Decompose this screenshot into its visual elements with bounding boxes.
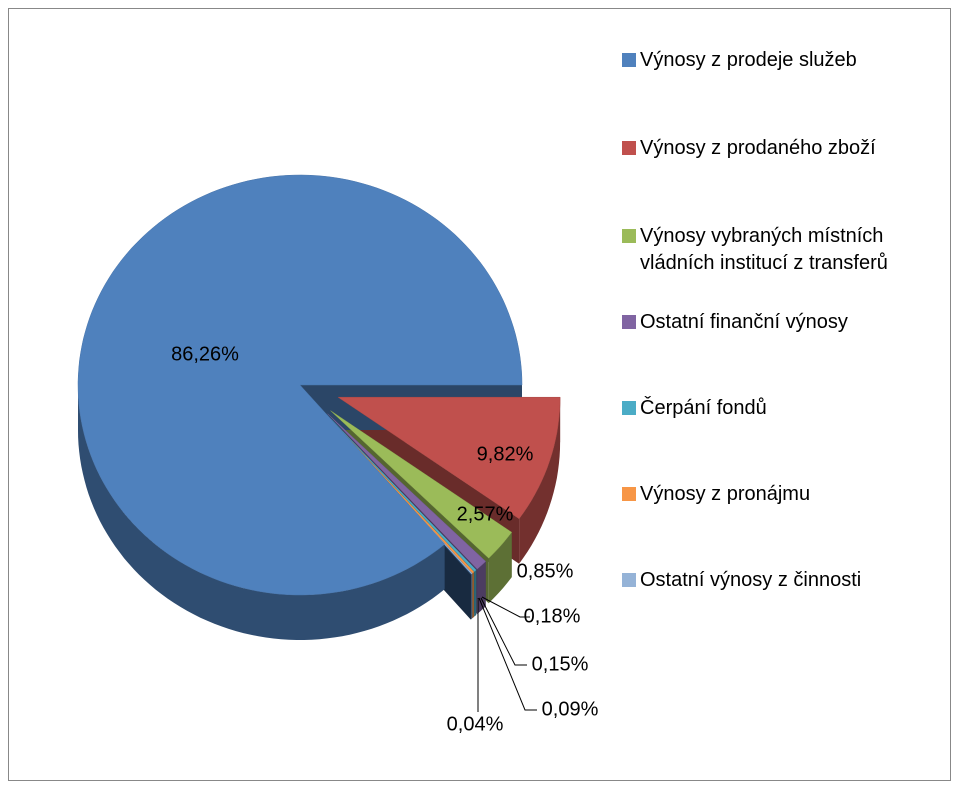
legend-label: Výnosy z prodaného zboží: [640, 137, 876, 159]
legend-marker: [622, 487, 636, 501]
legend-marker: [622, 141, 636, 155]
legend-entry: Ostatní výnosy z činnosti: [622, 567, 942, 594]
legend-label: Ostatní výnosy z činnosti: [640, 569, 862, 591]
slice-side: [474, 570, 477, 617]
data-label: 9,82%: [477, 443, 534, 465]
data-label: 0,85%: [517, 560, 574, 582]
slice: [327, 413, 487, 570]
legend-label: Čerpání fondů: [640, 397, 767, 419]
legend-entry: Výnosy z prodeje služeb: [622, 47, 942, 74]
leader-line: [480, 597, 527, 666]
legend-entry: Výnosy z prodaného zboží: [622, 135, 942, 162]
slice: [77, 174, 523, 596]
leader-line: [478, 597, 537, 711]
slice-side: [78, 385, 445, 640]
legend-marker: [622, 229, 636, 243]
legend-marker: [622, 315, 636, 329]
legend-label: Ostatní finanční výnosy: [640, 311, 848, 333]
slice: [326, 414, 477, 572]
data-label: 0,09%: [542, 698, 599, 720]
slice-side: [477, 561, 486, 615]
slice-side: [519, 397, 561, 564]
slice: [337, 396, 561, 520]
data-label: 0,18%: [524, 605, 581, 627]
legend-marker: [622, 401, 636, 415]
data-label: 0,04%: [447, 713, 504, 735]
data-label: 0,15%: [532, 653, 589, 675]
legend-entry: Čerpání fondů: [622, 395, 942, 422]
data-label: 86,26%: [171, 343, 239, 365]
leader-line: [481, 596, 530, 618]
legend-marker: [622, 573, 636, 587]
slice: [330, 410, 513, 559]
legend-marker: [622, 53, 636, 67]
slice-side: [471, 573, 473, 620]
legend-label: Výnosy z prodeje služeb: [640, 49, 857, 71]
legend-entry: Ostatní finanční výnosy: [622, 309, 942, 336]
slice-side: [488, 532, 512, 604]
slice-side: [472, 571, 474, 619]
legend-label: Výnosy z pronájmu: [640, 483, 811, 505]
legend-label: Výnosy vybraných místních vládních insti…: [640, 225, 888, 274]
data-label: 2,57%: [457, 503, 514, 525]
legend-entry: Výnosy z pronájmu: [622, 481, 942, 508]
legend-entry: Výnosy vybraných místních vládních insti…: [622, 223, 942, 277]
